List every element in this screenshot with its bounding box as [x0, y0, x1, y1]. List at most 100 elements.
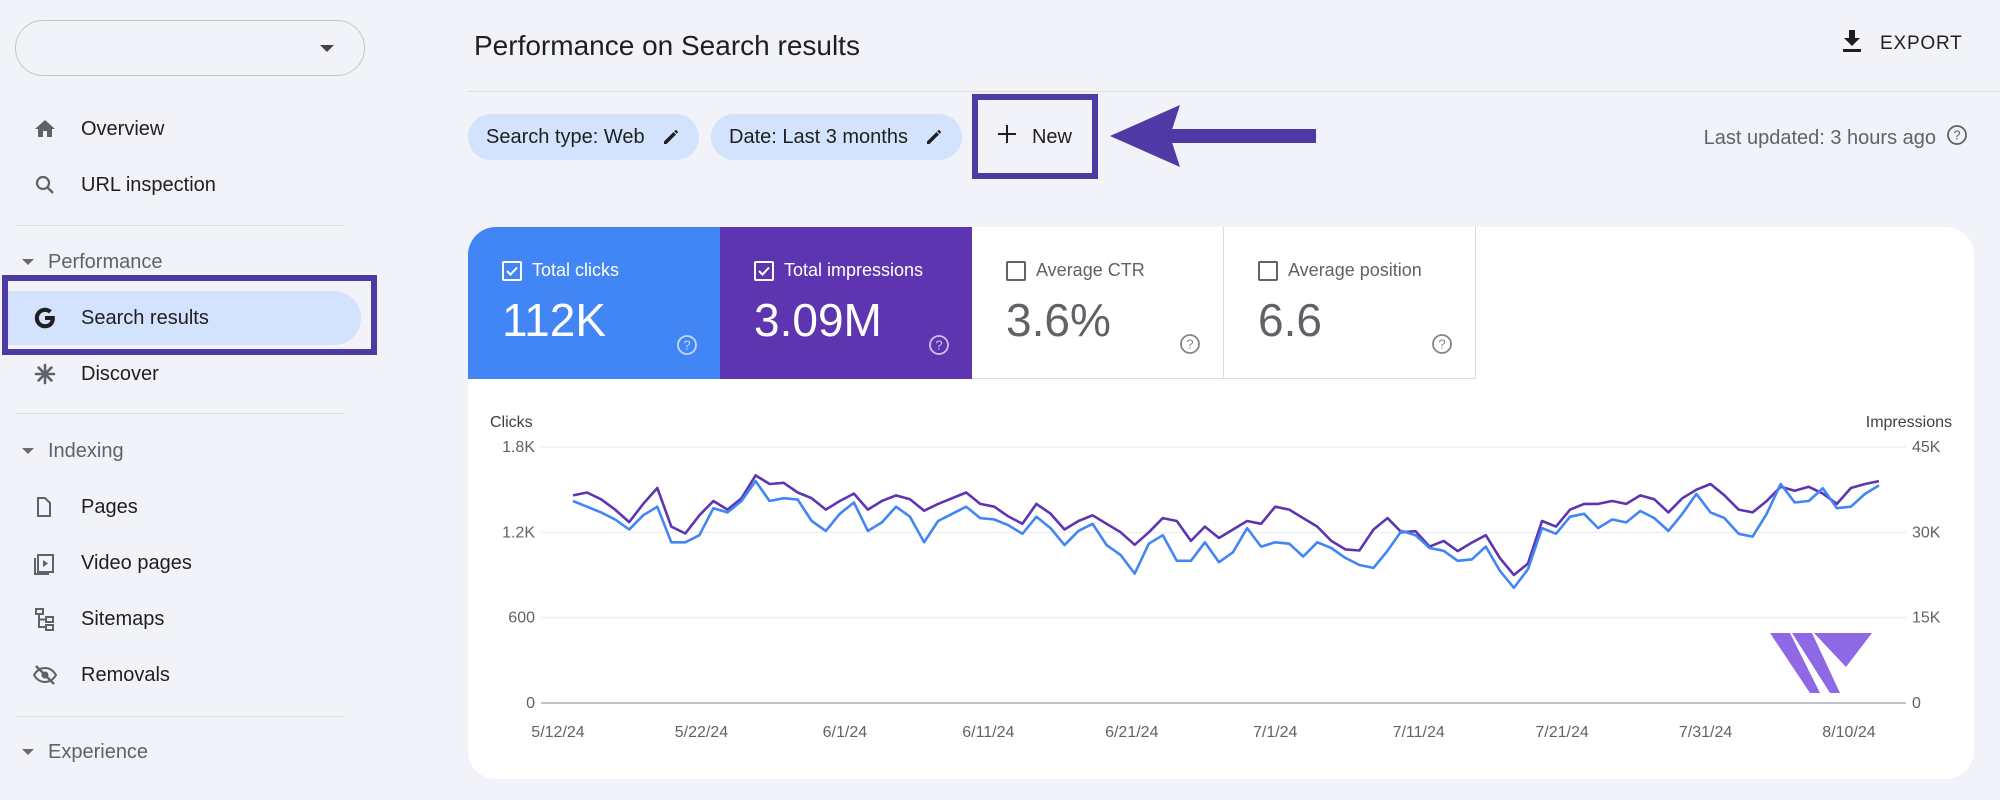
help-icon[interactable]: ?: [1179, 333, 1201, 360]
export-label: EXPORT: [1880, 33, 1963, 54]
svg-text:?: ?: [683, 338, 690, 353]
download-icon: [1840, 28, 1864, 60]
sitemaps-icon: [32, 606, 58, 632]
metric-label: Average CTR: [1036, 260, 1145, 280]
checkbox-checked-icon[interactable]: [502, 260, 522, 281]
sidebar: Overview URL inspection Performance Sear…: [0, 0, 377, 800]
annotation-arrow-icon: [1110, 105, 1316, 167]
sidebar-item-url-inspection[interactable]: URL inspection: [0, 157, 370, 213]
x-tick-label: 6/21/24: [1105, 724, 1158, 741]
watermark-logo: [1770, 633, 1872, 693]
right-tick-label: 0: [1912, 695, 1921, 712]
plus-icon: [996, 123, 1018, 151]
series-line-clicks: [572, 479, 1880, 590]
property-selector[interactable]: [15, 20, 365, 76]
x-tick-label: 5/12/24: [531, 724, 584, 741]
help-icon[interactable]: ?: [928, 334, 950, 361]
metric-value: 3.09M: [754, 294, 882, 346]
metric-average-position[interactable]: Average position 6.6 ?: [1224, 227, 1476, 379]
page-title: Performance on Search results: [474, 30, 860, 61]
help-icon[interactable]: ?: [676, 334, 698, 361]
right-tick-label: 15K: [1912, 610, 1941, 627]
edit-pencil-icon[interactable]: [661, 127, 681, 147]
section-indexing[interactable]: Indexing: [0, 431, 360, 471]
section-title: Experience: [48, 740, 149, 763]
metric-value: 3.6%: [1006, 294, 1111, 346]
divider: [15, 225, 345, 226]
header-divider: [468, 91, 2000, 92]
svg-text:?: ?: [1953, 128, 1960, 143]
left-tick-label: 1.2K: [502, 524, 535, 541]
help-icon[interactable]: ?: [1431, 333, 1453, 360]
chip-label: Search type: Web: [486, 125, 645, 148]
x-tick-label: 7/21/24: [1535, 724, 1588, 741]
new-filter-button[interactable]: New: [980, 106, 1088, 168]
search-type-filter-chip[interactable]: Search type: Web: [468, 114, 699, 160]
metric-label: Average position: [1288, 260, 1422, 280]
sidebar-item-label: Video pages: [81, 551, 192, 574]
sidebar-item-removals[interactable]: Removals: [0, 647, 370, 703]
x-tick-label: 7/31/24: [1679, 724, 1732, 741]
chip-label: Date: Last 3 months: [729, 125, 908, 148]
help-icon[interactable]: ?: [1946, 124, 1968, 152]
metric-total-impressions[interactable]: Total impressions 3.09M ?: [720, 227, 972, 379]
last-updated: Last updated: 3 hours ago ?: [1704, 124, 1968, 152]
checkbox-checked-icon[interactable]: [754, 260, 774, 281]
left-tick-label: 1.8K: [502, 439, 535, 456]
section-experience[interactable]: Experience: [0, 732, 360, 772]
sidebar-item-label: Overview: [81, 117, 165, 140]
collapse-arrow-icon: [22, 749, 34, 755]
left-tick-label: 600: [508, 610, 535, 627]
sidebar-item-video-pages[interactable]: Video pages: [0, 535, 370, 591]
metric-label: Total clicks: [532, 260, 620, 280]
x-tick-label: 7/11/24: [1393, 724, 1445, 741]
caret-down-icon: [320, 45, 334, 52]
edit-pencil-icon[interactable]: [924, 127, 944, 147]
home-icon: [32, 116, 58, 142]
section-title: Performance: [48, 250, 163, 273]
metric-label: Total impressions: [784, 260, 924, 280]
collapse-arrow-icon: [22, 448, 34, 454]
last-updated-text: Last updated: 3 hours ago: [1703, 126, 1936, 149]
section-performance[interactable]: Performance: [0, 242, 360, 282]
metric-average-ctr[interactable]: Average CTR 3.6% ?: [972, 227, 1224, 379]
sidebar-item-pages[interactable]: Pages: [0, 479, 370, 535]
metric-value: 112K: [502, 294, 607, 346]
new-button-label: New: [1031, 125, 1072, 148]
active-item-background: [8, 291, 361, 345]
divider: [15, 716, 345, 717]
svg-text:?: ?: [1438, 337, 1445, 352]
search-icon: [32, 172, 58, 198]
video-pages-icon: [32, 550, 58, 576]
right-tick-label: 30K: [1912, 524, 1941, 541]
google-g-icon: [32, 305, 58, 331]
sidebar-item-label: Search results: [81, 306, 209, 329]
pages-icon: [32, 494, 58, 520]
divider: [15, 413, 345, 414]
sidebar-item-label: Removals: [81, 663, 170, 686]
checkbox-unchecked-icon[interactable]: [1006, 260, 1026, 281]
sidebar-item-label: URL inspection: [81, 173, 216, 196]
highlight-annotation-box: [972, 94, 1098, 179]
removals-icon: [32, 662, 58, 688]
sidebar-item-discover[interactable]: Discover: [0, 346, 370, 402]
sidebar-item-search-results[interactable]: Search results: [0, 290, 370, 346]
highlight-annotation-box: [2, 275, 377, 355]
collapse-arrow-icon: [22, 259, 34, 265]
x-tick-label: 8/10/24: [1822, 724, 1875, 741]
date-filter-chip[interactable]: Date: Last 3 months: [711, 114, 962, 160]
svg-text:?: ?: [935, 338, 942, 353]
left-axis-label: Clicks: [490, 414, 533, 431]
sidebar-item-label: Discover: [81, 362, 159, 385]
checkbox-unchecked-icon[interactable]: [1258, 260, 1278, 281]
left-tick-label: 0: [526, 695, 535, 712]
metric-total-clicks[interactable]: Total clicks 112K ?: [468, 227, 720, 379]
right-tick-label: 45K: [1912, 439, 1941, 456]
performance-card: Total clicks 112K ? Total impressions 3.…: [468, 227, 1974, 779]
sidebar-item-sitemaps[interactable]: Sitemaps: [0, 591, 370, 647]
export-button[interactable]: EXPORT: [1840, 28, 1963, 60]
sidebar-item-label: Pages: [81, 495, 138, 518]
right-axis-label: Impressions: [1866, 414, 1952, 431]
sidebar-item-overview[interactable]: Overview: [0, 101, 370, 157]
sidebar-item-label: Sitemaps: [81, 607, 165, 630]
